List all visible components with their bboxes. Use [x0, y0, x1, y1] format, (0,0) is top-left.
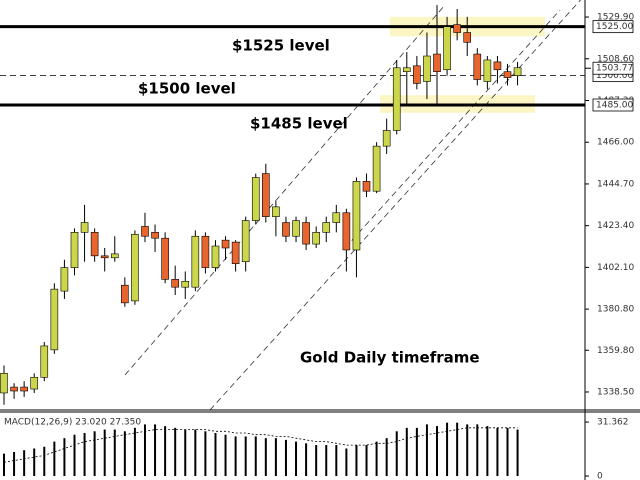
candle-body [503, 71, 512, 78]
y-tick-label: 1423.40 [597, 221, 634, 231]
y-tick-label: 0 [597, 472, 603, 480]
candle-body [50, 288, 59, 351]
candle-body [231, 241, 240, 264]
price-label-box [592, 61, 634, 75]
y-tick-label: 1444.70 [597, 179, 634, 189]
candle-body [221, 239, 230, 249]
candle-body [332, 212, 341, 223]
level-label-box [592, 20, 634, 34]
candle-body [282, 222, 290, 237]
level-label: 1485.00 [596, 100, 633, 110]
annotation: $1485 level [250, 115, 348, 133]
candle-body [131, 233, 139, 302]
candle-body [0, 373, 8, 394]
candle-body [463, 32, 472, 43]
y-tick-label: 1508.60 [597, 54, 634, 64]
candle-body [312, 232, 320, 245]
candle-body [443, 26, 451, 71]
level-label: 1525.00 [596, 22, 633, 32]
candle-body [483, 59, 492, 82]
level-label: 1500.00 [596, 71, 633, 81]
candle-body [141, 226, 149, 237]
candle-body [151, 232, 159, 239]
candle-body [493, 61, 502, 71]
candle-body [372, 145, 381, 192]
candle-body [433, 53, 441, 72]
macd-signal [3, 427, 518, 463]
candle-body [392, 67, 401, 131]
candle-body [402, 67, 411, 72]
candle-body [352, 181, 361, 251]
candle-body [453, 24, 461, 33]
candle-body [181, 280, 190, 288]
trend-channel [124, 0, 582, 411]
level-label-box [592, 98, 634, 112]
y-tick-label: 1466.00 [597, 138, 634, 148]
y-tick-label: 31.362 [597, 418, 629, 428]
candle-body [121, 284, 129, 304]
candle-body [30, 376, 39, 390]
candle-body [161, 237, 169, 280]
macd-label: MACD(12,26,9) 23.020 27.350 [4, 418, 141, 428]
y-tick-label: 1529.90 [597, 13, 634, 23]
candle-body [292, 220, 300, 237]
candle-body [171, 279, 179, 288]
candle-body [40, 345, 49, 378]
candle-body [211, 245, 220, 268]
channel-line [124, 4, 446, 376]
candle-body [413, 65, 421, 84]
candle-body [110, 253, 119, 259]
candle-body [20, 386, 28, 392]
candle-body [272, 206, 280, 217]
candle-body [342, 212, 351, 251]
candle-body [90, 232, 99, 257]
candle-body [100, 255, 109, 259]
candle-body [60, 267, 69, 292]
candle-body [362, 181, 371, 192]
candle-body [191, 235, 200, 288]
candle-body [262, 173, 270, 217]
candle-body [201, 235, 210, 268]
candle-body [10, 386, 18, 392]
candle-body [302, 222, 310, 245]
y-tick-label: 1338.50 [597, 387, 634, 397]
channel-line [209, 0, 582, 411]
annotation: Gold Daily timeframe [300, 349, 480, 367]
candle-body [70, 232, 79, 268]
y-tick-label: 1359.80 [597, 346, 634, 356]
candle-body [473, 53, 482, 80]
candle-body [322, 222, 331, 233]
candle-body [423, 55, 431, 82]
candle-body [382, 130, 391, 147]
candle-body [251, 177, 260, 221]
current-price-label: 1503.77 [596, 64, 633, 74]
candle-body [241, 220, 250, 263]
y-tick-label: 1380.80 [597, 305, 634, 315]
channel-line [344, 9, 561, 249]
annotation: $1525 level [232, 37, 330, 55]
candle-body [513, 67, 522, 76]
annotation: $1500 level [138, 80, 236, 98]
y-tick-label: 1402.10 [597, 263, 634, 273]
candle-body [80, 222, 89, 233]
